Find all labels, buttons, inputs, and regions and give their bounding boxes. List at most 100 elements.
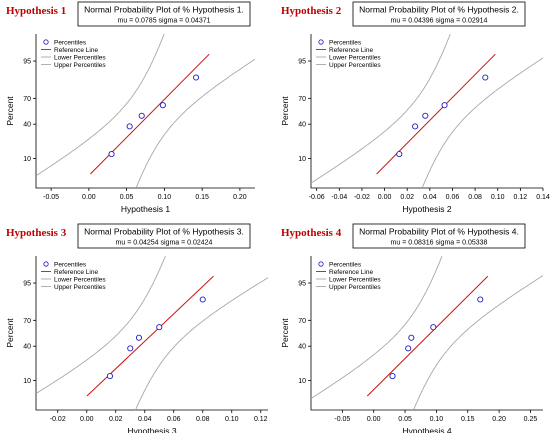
x-tick-label: 0.00 [82, 194, 96, 201]
percentile-point [138, 112, 145, 119]
x-tick-label: 0.15 [195, 194, 209, 201]
legend-entry: Upper Percentiles [329, 62, 381, 69]
legend-bg [315, 38, 383, 70]
plot-panel-1: Hypothesis 1 Normal Probability Plot of %… [5, 1, 255, 214]
plot-panel-3: Hypothesis 3 Normal Probability Plot of %… [5, 223, 268, 433]
y-tick-label: 95 [23, 281, 31, 288]
legend-entry: Lower Percentiles [329, 54, 381, 61]
percentile-point [159, 102, 166, 109]
x-tick-label: 0.04 [138, 416, 152, 423]
reference-line [366, 275, 489, 397]
y-tick-label: 95 [298, 281, 306, 288]
axes-frame [35, 256, 268, 411]
x-tick-label: 0.06 [167, 416, 181, 423]
lower-percentiles-curve [135, 58, 255, 188]
legend-entry: Lower Percentiles [329, 276, 381, 283]
x-tick-label: 0.20 [492, 416, 506, 423]
upper-percentiles-curve [36, 34, 165, 177]
y-tick-label: 40 [298, 344, 306, 351]
chart-title: Normal Probability Plot of % Hypothesis … [359, 227, 519, 237]
legend-entry: Percentiles [329, 261, 362, 268]
x-tick-label: 0.02 [109, 416, 123, 423]
percentile-point [441, 102, 448, 109]
y-tick-label: 70 [298, 96, 306, 103]
lower-percentiles-curve [413, 275, 543, 410]
chart-stats: mu = 0.08316 sigma = 0.05338 [391, 240, 488, 247]
legend-entry: Upper Percentiles [329, 284, 381, 291]
plot-panel-4: Hypothesis 4 Normal Probability Plot of %… [280, 223, 543, 433]
x-tick-label: 0.00 [378, 194, 392, 201]
y-tick-label: 70 [23, 318, 31, 325]
legend-entry: Percentiles [54, 39, 87, 46]
lower-percentiles-curve [421, 57, 543, 188]
legend-entry: Lower Percentiles [54, 54, 106, 61]
x-tick-label: 0.10 [225, 416, 239, 423]
percentile-point [430, 324, 437, 331]
legend-entry: Reference Line [54, 269, 98, 276]
legend-bg [315, 260, 383, 292]
x-tick-label: 0.10 [491, 194, 505, 201]
chart-stats: mu = 0.04254 sigma = 0.02424 [116, 240, 213, 247]
x-tick-label: 0.10 [158, 194, 172, 201]
x-tick-label: 0.12 [254, 416, 268, 423]
x-axis-title: Hypothesis 3 [127, 426, 176, 433]
legend-entry: Percentiles [54, 261, 87, 268]
percentile-point [422, 112, 429, 119]
x-tick-label: -0.05 [334, 416, 350, 423]
title-box [352, 223, 526, 249]
legend-bg [40, 260, 108, 292]
y-tick-label: 40 [298, 122, 306, 129]
y-tick-label: 10 [23, 156, 31, 163]
upper-percentiles-curve [36, 256, 166, 395]
upper-percentiles-curve [311, 256, 443, 400]
plot-area [311, 256, 543, 410]
y-tick-label: 40 [23, 122, 31, 129]
y-axis-title: Percent [280, 318, 290, 348]
x-tick-label: 0.00 [367, 416, 381, 423]
x-tick-label: 0.20 [233, 194, 247, 201]
x-tick-label: 0.05 [120, 194, 134, 201]
legend-bg [40, 38, 108, 70]
percentile-point [193, 74, 200, 81]
x-tick-label: -0.02 [50, 416, 66, 423]
panel-label: Hypothesis 2 [281, 5, 342, 17]
legend-entry: Lower Percentiles [54, 276, 106, 283]
x-tick-label: -0.06 [309, 194, 325, 201]
plot-panel-2: Hypothesis 2 Normal Probability Plot of %… [280, 1, 550, 214]
percentile-point [106, 373, 113, 380]
y-tick-label: 10 [23, 378, 31, 385]
y-axis-title: Percent [5, 318, 15, 348]
chart-title: Normal Probability Plot of % Hypothesis … [84, 5, 244, 15]
legend-entry: Percentiles [329, 39, 362, 46]
x-tick-label: 0.08 [196, 416, 210, 423]
y-tick-label: 10 [298, 378, 306, 385]
x-tick-label: 0.12 [514, 194, 528, 201]
x-tick-label: 0.00 [80, 416, 94, 423]
x-tick-label: 0.04 [423, 194, 437, 201]
x-tick-label: 0.10 [430, 416, 444, 423]
x-tick-label: 0.06 [446, 194, 460, 201]
axes-frame [310, 256, 543, 411]
percentile-point [126, 123, 133, 130]
y-axis-title: Percent [280, 96, 290, 126]
legend-marker-percentiles [318, 39, 324, 45]
axes-frame [35, 34, 255, 189]
title-box [77, 223, 251, 249]
panel-label: Hypothesis 3 [6, 227, 67, 239]
legend-marker-percentiles [43, 39, 49, 45]
reference-line [376, 53, 496, 175]
y-tick-label: 10 [298, 156, 306, 163]
x-tick-label: 0.08 [468, 194, 482, 201]
reference-line [86, 275, 214, 397]
reference-line [90, 53, 210, 175]
percentile-point [405, 345, 412, 352]
percentile-point [127, 345, 134, 352]
percentile-point [412, 123, 419, 130]
chart-stats: mu = 0.04396 sigma = 0.02914 [391, 18, 488, 25]
title-box [352, 1, 526, 27]
x-tick-label: 0.14 [536, 194, 550, 201]
